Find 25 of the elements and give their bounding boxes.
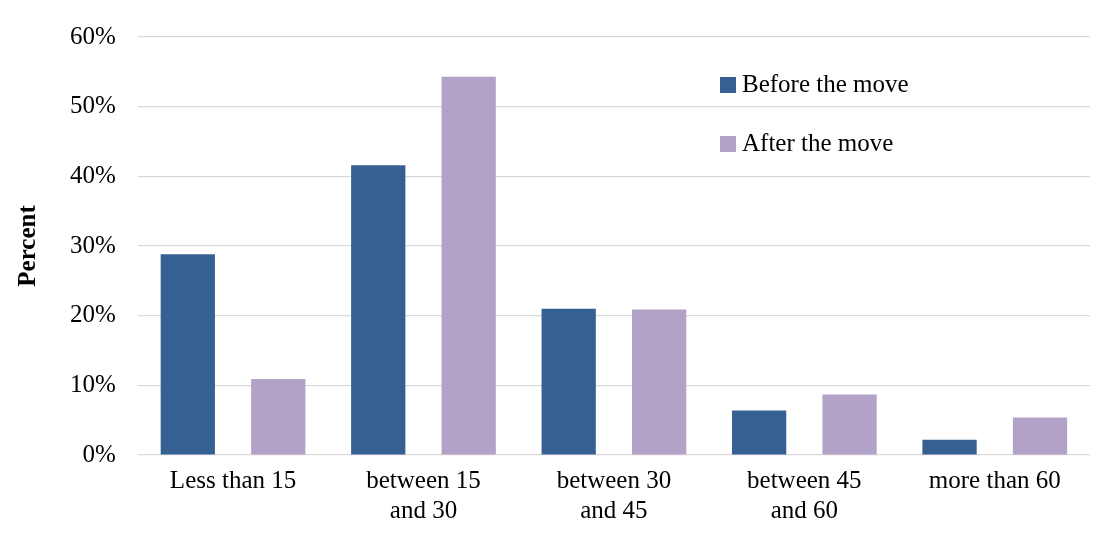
bar bbox=[441, 76, 496, 455]
x-tick-label: between 45 and 60 bbox=[747, 465, 862, 523]
legend-label: Before the move bbox=[742, 69, 909, 97]
y-tick-label: 10% bbox=[70, 369, 116, 397]
x-tick-label: Less than 15 bbox=[169, 465, 297, 493]
y-tick-label: 20% bbox=[70, 300, 116, 328]
y-axis-title: Percent bbox=[13, 204, 41, 287]
bar bbox=[1012, 417, 1068, 455]
legend-label: After the move bbox=[742, 128, 894, 156]
bar bbox=[541, 308, 596, 455]
bar bbox=[922, 439, 977, 455]
y-tick-label: 50% bbox=[70, 91, 116, 119]
y-tick-label: 0% bbox=[82, 439, 116, 467]
bar bbox=[160, 254, 215, 455]
x-tick-label: between 15 and 30 bbox=[366, 465, 481, 523]
y-tick-label: 40% bbox=[70, 160, 116, 188]
x-tick-label: between 30 and 45 bbox=[556, 465, 672, 523]
bar bbox=[251, 379, 306, 455]
bar bbox=[822, 394, 877, 455]
y-tick-label: 30% bbox=[70, 230, 116, 258]
bar bbox=[731, 410, 787, 455]
x-tick-label: more than 60 bbox=[928, 465, 1061, 493]
bar bbox=[351, 165, 406, 455]
bar bbox=[632, 309, 687, 455]
y-tick-label: 60% bbox=[70, 21, 116, 49]
